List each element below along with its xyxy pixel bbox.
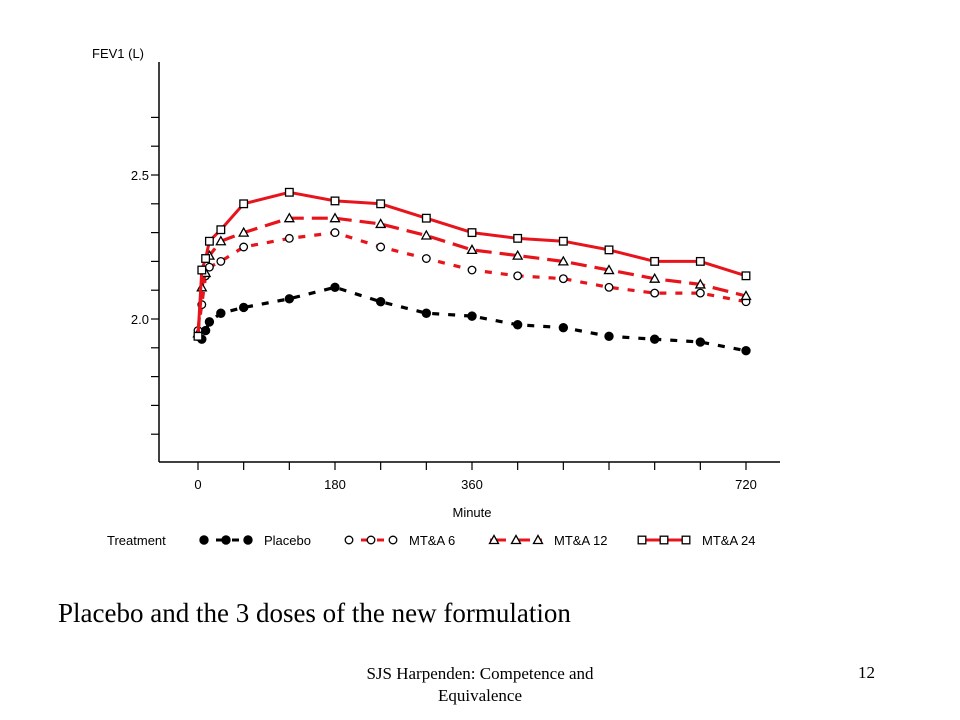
data-point [532, 534, 544, 545]
slide-page-number: 12 [858, 663, 875, 682]
data-point [558, 322, 569, 333]
data-point [695, 288, 705, 298]
data-point [216, 225, 226, 235]
data-point [420, 229, 432, 240]
data-point [740, 290, 752, 301]
data-point [221, 535, 231, 545]
data-point [681, 535, 691, 545]
data-point [204, 317, 215, 327]
data-point [510, 534, 522, 545]
data-point [421, 308, 432, 318]
data-point [238, 302, 249, 313]
series-mt-a-24 [193, 187, 751, 341]
data-point [284, 187, 294, 197]
data-point [388, 535, 398, 545]
legend-label: MT&A 6 [409, 533, 455, 548]
data-point [199, 535, 209, 545]
x-tick-label: 720 [735, 477, 757, 492]
data-point [239, 242, 249, 252]
data-point [604, 245, 614, 255]
data-point [513, 271, 523, 281]
legend-label: Placebo [264, 533, 311, 548]
legend-label: MT&A 24 [702, 533, 755, 548]
data-point [512, 320, 523, 330]
data-point [366, 535, 376, 545]
data-point [283, 212, 295, 223]
legend-item: Placebo [199, 533, 311, 548]
chart-plot-area [192, 187, 752, 356]
legend-label: MT&A 12 [554, 533, 607, 548]
fev1-line-chart: 2.0 2.5 FEV1 (L) 0 180 360 720 Minute Treatment… [92, 46, 780, 548]
data-point [467, 228, 477, 238]
data-point [650, 288, 660, 298]
data-point [201, 254, 211, 263]
slide-footer-title: SJS Harpenden: Competence and Equivalenc… [366, 664, 594, 705]
data-point [197, 265, 207, 275]
data-point [694, 278, 706, 289]
data-point [200, 325, 211, 336]
x-tick-label: 360 [461, 477, 483, 492]
chart-legend: Treatment Placebo MT&A 6 MT&A 12 MT&A 24 [107, 533, 755, 548]
data-point [375, 218, 387, 229]
data-point [695, 337, 706, 347]
y-tick-label: 2.0 [131, 312, 149, 327]
data-point [344, 535, 354, 545]
data-point [558, 274, 568, 284]
data-point [284, 233, 294, 243]
data-point [467, 311, 477, 321]
data-point [467, 265, 477, 275]
data-point [637, 535, 647, 545]
data-point [604, 331, 614, 341]
x-axis-label: Minute [452, 505, 491, 520]
data-point [650, 256, 660, 266]
data-point [239, 199, 249, 209]
legend-item: MT&A 24 [637, 533, 755, 548]
data-point [376, 199, 386, 209]
series-placebo [193, 282, 751, 356]
slide-caption: Placebo and the 3 doses of the new formu… [58, 598, 571, 628]
data-point [649, 334, 660, 344]
legend-title: Treatment [107, 533, 166, 548]
data-point [603, 264, 615, 275]
x-tick-label: 0 [194, 477, 201, 492]
x-tick-label: 180 [324, 477, 346, 492]
data-point [243, 535, 253, 545]
data-point [330, 228, 340, 238]
legend-item: MT&A 6 [344, 533, 455, 548]
data-point [216, 308, 226, 318]
y-axis-label: FEV1 (L) [92, 46, 144, 61]
data-point [695, 256, 705, 266]
data-point [557, 255, 569, 266]
data-point [466, 244, 478, 255]
data-point [604, 282, 614, 292]
y-tick-label: 2.5 [131, 168, 149, 183]
legend-item: MT&A 12 [488, 533, 607, 548]
data-point [421, 213, 431, 223]
data-point [512, 249, 524, 260]
data-point [659, 535, 669, 545]
data-point [488, 534, 500, 545]
data-point [204, 236, 214, 246]
data-point [330, 196, 340, 206]
data-point [329, 212, 341, 223]
data-point [284, 294, 295, 304]
data-point [193, 331, 203, 341]
data-point [513, 233, 523, 243]
chart-axes: 2.0 2.5 FEV1 (L) 0 180 360 720 Minute [92, 46, 780, 520]
data-point [376, 242, 386, 252]
data-point [238, 226, 250, 237]
data-point [216, 256, 226, 266]
data-point [741, 271, 751, 281]
data-point [215, 235, 227, 246]
data-point [421, 254, 431, 263]
data-point [330, 282, 340, 293]
data-point [741, 345, 751, 356]
data-point [558, 236, 568, 246]
data-point [649, 272, 661, 283]
data-point [375, 297, 386, 307]
